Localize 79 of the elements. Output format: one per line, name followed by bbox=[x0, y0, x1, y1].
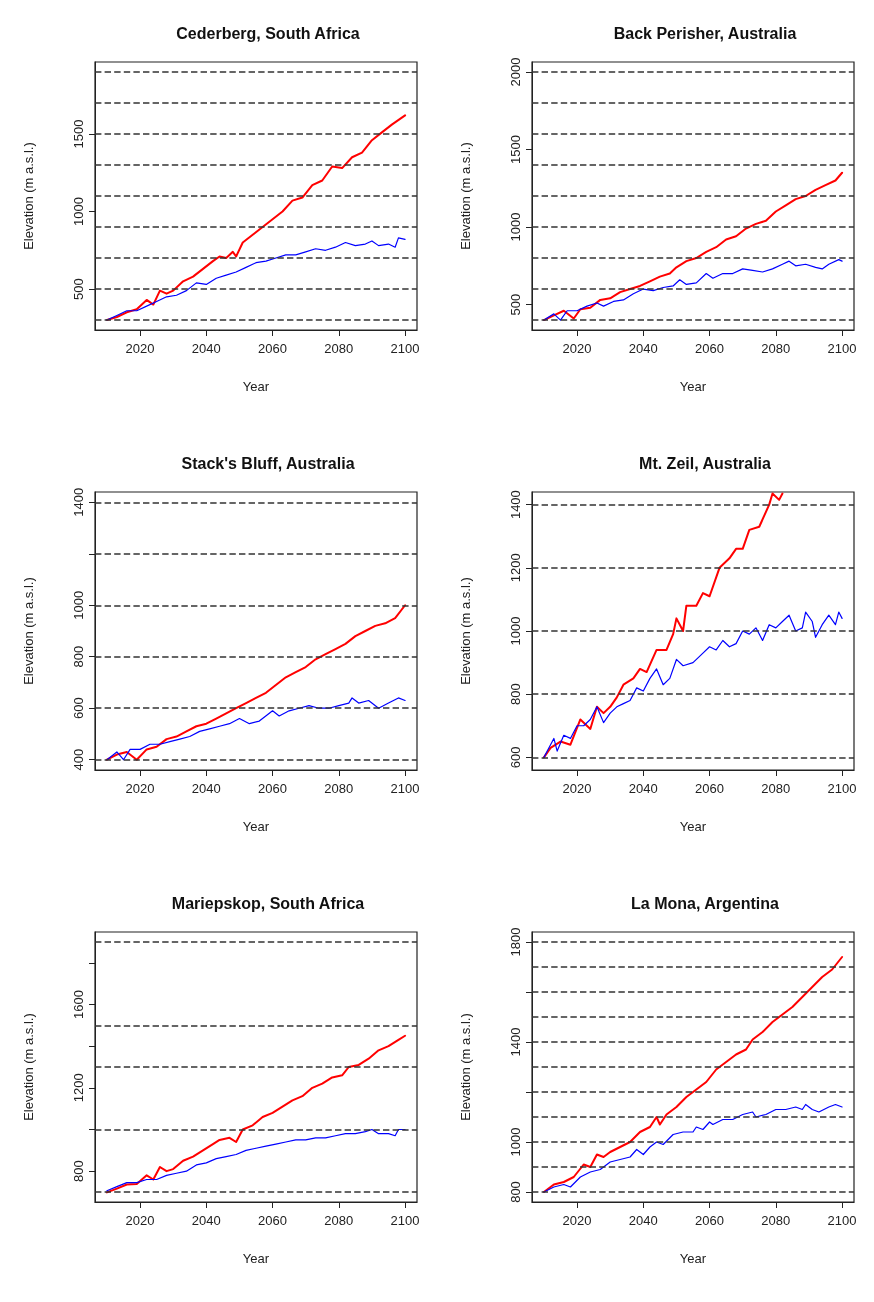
x-tick-label: 2020 bbox=[562, 1213, 592, 1228]
x-axis-title: Year bbox=[679, 1251, 707, 1266]
y-axis-title: Elevation (m a.s.l.) bbox=[21, 577, 36, 685]
y-tick-label: 800 bbox=[508, 1181, 523, 1203]
y-tick-label: 800 bbox=[71, 645, 86, 668]
x-tick-label: 2040 bbox=[628, 1213, 658, 1228]
x-tick-label: 2020 bbox=[562, 781, 592, 796]
y-tick-label: 1400 bbox=[508, 1027, 523, 1057]
y-tick-label: 1200 bbox=[71, 1073, 86, 1103]
line-series bbox=[106, 237, 406, 321]
line-series bbox=[542, 492, 784, 759]
y-tick-label: 1600 bbox=[71, 990, 86, 1019]
y-tick-label: 500 bbox=[71, 278, 86, 300]
chart-title: Mt. Zeil, Australia bbox=[639, 454, 772, 472]
y-axis-title: Elevation (m a.s.l.) bbox=[458, 142, 473, 250]
x-tick-label: 2080 bbox=[761, 781, 791, 796]
y-tick-label: 800 bbox=[508, 683, 523, 706]
y-axis-title: Elevation (m a.s.l.) bbox=[21, 1013, 36, 1121]
x-tick-label: 2080 bbox=[324, 781, 354, 796]
x-axis-title: Year bbox=[242, 1251, 270, 1266]
x-axis-title: Year bbox=[242, 379, 270, 394]
line-series bbox=[106, 697, 406, 761]
y-tick-label: 2000 bbox=[508, 57, 523, 87]
y-tick-label: 1000 bbox=[71, 197, 86, 226]
y-tick-label: 1000 bbox=[508, 616, 523, 646]
x-tick-label: 2100 bbox=[827, 781, 857, 796]
y-tick-label: 1500 bbox=[71, 119, 86, 149]
y-tick-label: 1400 bbox=[508, 490, 523, 520]
x-tick-label: 2020 bbox=[125, 1213, 155, 1228]
y-tick-label: 1400 bbox=[71, 487, 86, 517]
line-series bbox=[543, 258, 843, 321]
x-tick-label: 2080 bbox=[761, 1213, 791, 1228]
chart-title: Back Perisher, Australia bbox=[613, 24, 797, 42]
x-axis-title: Year bbox=[679, 819, 707, 834]
x-tick-label: 2020 bbox=[562, 341, 592, 356]
x-tick-label: 2040 bbox=[191, 781, 221, 796]
y-tick-label: 600 bbox=[508, 746, 523, 769]
x-tick-label: 2100 bbox=[827, 341, 857, 356]
x-tick-label: 2060 bbox=[258, 341, 288, 356]
chart-title: Mariepskop, South Africa bbox=[171, 894, 365, 912]
chart-title: Stack's Bluff, Australia bbox=[181, 454, 355, 472]
chart-title: La Mona, Argentina bbox=[631, 894, 780, 912]
y-axis-title: Elevation (m a.s.l.) bbox=[458, 1013, 473, 1121]
x-tick-label: 2080 bbox=[324, 1213, 354, 1228]
x-tick-label: 2060 bbox=[695, 781, 725, 796]
line-series bbox=[543, 1103, 843, 1193]
x-tick-label: 2020 bbox=[125, 781, 155, 796]
line-series bbox=[543, 611, 843, 758]
y-tick-label: 500 bbox=[508, 293, 523, 316]
y-axis-title: Elevation (m a.s.l.) bbox=[21, 142, 36, 250]
x-tick-label: 2040 bbox=[628, 341, 658, 356]
x-tick-label: 2100 bbox=[827, 1213, 857, 1228]
x-tick-label: 2080 bbox=[761, 341, 791, 356]
x-tick-label: 2100 bbox=[390, 1213, 420, 1228]
x-tick-label: 2100 bbox=[390, 781, 420, 796]
y-tick-label: 800 bbox=[71, 1160, 86, 1183]
x-tick-label: 2060 bbox=[258, 1213, 288, 1228]
y-tick-label: 1200 bbox=[508, 553, 523, 583]
x-tick-label: 2060 bbox=[695, 1213, 725, 1228]
y-tick-label: 1500 bbox=[508, 135, 523, 164]
x-axis-title: Year bbox=[679, 379, 707, 394]
x-tick-label: 2080 bbox=[324, 341, 354, 356]
y-axis-title: Elevation (m a.s.l.) bbox=[458, 577, 473, 685]
x-tick-label: 2040 bbox=[628, 781, 658, 796]
line-series bbox=[542, 956, 844, 1193]
x-tick-label: 2060 bbox=[695, 341, 725, 356]
x-tick-label: 2020 bbox=[125, 341, 155, 356]
y-tick-label: 600 bbox=[71, 697, 86, 720]
y-tick-label: 400 bbox=[71, 748, 86, 771]
y-tick-label: 1000 bbox=[71, 590, 86, 620]
y-tick-label: 1000 bbox=[508, 1127, 523, 1157]
chart-title: Cederberg, South Africa bbox=[176, 24, 360, 42]
y-tick-label: 1800 bbox=[508, 927, 523, 957]
y-tick-label: 1000 bbox=[508, 212, 523, 242]
x-tick-label: 2100 bbox=[390, 341, 420, 356]
x-tick-label: 2040 bbox=[191, 341, 221, 356]
x-tick-label: 2040 bbox=[191, 1213, 221, 1228]
x-tick-label: 2060 bbox=[258, 781, 288, 796]
x-axis-title: Year bbox=[242, 819, 270, 834]
